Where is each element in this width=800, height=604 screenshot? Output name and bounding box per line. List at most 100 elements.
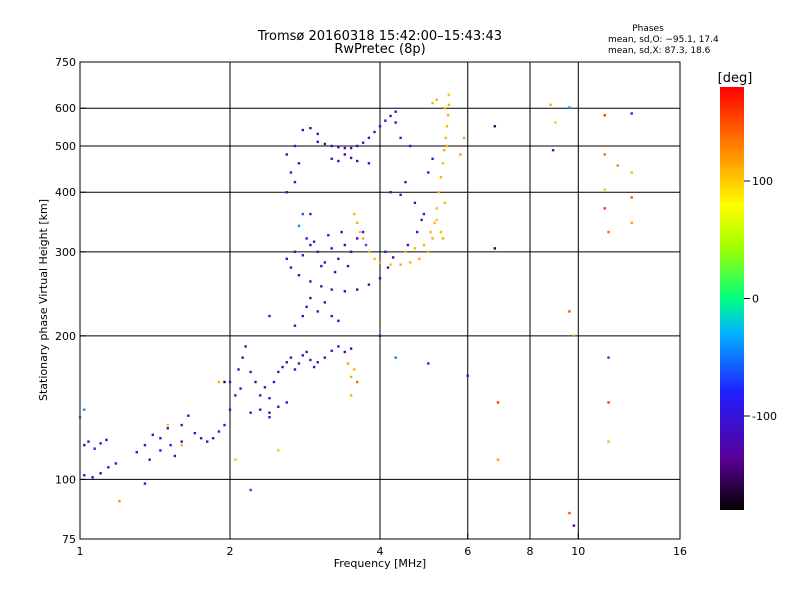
data-point <box>118 500 121 503</box>
data-point <box>349 347 353 350</box>
data-point <box>281 365 284 369</box>
data-point <box>259 394 262 397</box>
data-point <box>323 301 327 304</box>
data-point <box>309 296 312 300</box>
grid-lines <box>80 62 680 539</box>
data-point <box>437 191 441 194</box>
data-point <box>234 394 237 397</box>
data-point <box>349 394 353 397</box>
data-point <box>443 201 447 205</box>
data-point <box>355 288 359 291</box>
data-point <box>143 443 147 447</box>
data-point <box>193 431 197 435</box>
data-point <box>389 263 392 266</box>
data-point <box>259 408 262 411</box>
data-point <box>444 136 447 140</box>
data-point <box>305 350 308 354</box>
data-point <box>309 243 312 247</box>
data-point <box>217 380 221 384</box>
data-point <box>249 411 252 414</box>
data-point <box>399 193 402 197</box>
data-point <box>285 401 288 404</box>
data-point <box>466 374 469 377</box>
data-point <box>378 125 382 128</box>
data-point <box>87 440 90 443</box>
data-point <box>367 250 371 254</box>
data-point <box>603 188 606 191</box>
data-point <box>404 180 407 184</box>
data-point <box>301 354 305 357</box>
data-point <box>327 234 330 237</box>
data-point <box>268 411 271 414</box>
data-point <box>180 440 183 443</box>
data-point <box>91 476 94 479</box>
data-point <box>349 250 353 254</box>
data-point <box>391 256 395 259</box>
data-point <box>447 103 451 107</box>
data-point <box>337 319 340 323</box>
data-point <box>422 243 426 247</box>
data-point <box>394 121 397 124</box>
data-point <box>135 451 138 454</box>
data-point <box>293 250 297 254</box>
data-point <box>159 437 162 440</box>
data-point <box>143 482 147 485</box>
data-point <box>394 356 397 359</box>
data-point <box>169 443 172 447</box>
data-point <box>223 423 226 427</box>
data-point <box>289 266 293 269</box>
chart-title: Tromsø 20160318 15:42:00–15:43:43 <box>257 29 502 44</box>
data-point <box>568 310 571 313</box>
data-point <box>173 454 177 458</box>
data-point <box>323 261 327 264</box>
data-point <box>367 162 371 165</box>
data-point <box>607 230 610 234</box>
data-point <box>263 386 267 389</box>
data-point <box>616 164 619 167</box>
data-point <box>554 121 557 124</box>
data-point <box>630 112 633 115</box>
data-point <box>343 153 347 156</box>
data-point <box>83 443 86 447</box>
colorbar-tick-label: 100 <box>752 175 773 188</box>
data-point <box>355 144 359 148</box>
data-point <box>151 433 155 437</box>
data-point <box>305 305 308 309</box>
stats-o-mode: mean, sd,O: −95.1, 17.4 <box>608 35 719 45</box>
colorbar-ticks: 100 0 -100 <box>744 175 777 423</box>
data-point <box>323 142 327 146</box>
data-point <box>237 368 240 371</box>
data-point <box>361 230 365 234</box>
colorbar-label: [deg] <box>718 71 753 86</box>
y-tick-label: 200 <box>55 330 76 343</box>
data-point <box>239 387 242 390</box>
data-point <box>404 250 407 254</box>
data-point <box>293 180 297 184</box>
data-point <box>166 423 169 427</box>
data-point <box>568 106 571 109</box>
data-point <box>316 250 319 254</box>
data-point <box>358 230 362 234</box>
colorbar <box>720 87 744 510</box>
data-point <box>234 458 237 461</box>
data-point <box>346 362 350 365</box>
data-point <box>249 370 252 374</box>
data-point <box>277 449 280 452</box>
data-point <box>352 212 356 216</box>
data-point <box>630 221 633 225</box>
data-point <box>249 488 252 492</box>
data-point <box>268 396 271 400</box>
data-point <box>277 405 280 408</box>
data-point <box>241 356 244 359</box>
data-point <box>422 212 426 216</box>
data-point <box>272 380 276 384</box>
data-points <box>78 93 633 527</box>
data-point <box>337 345 340 348</box>
data-point <box>373 257 376 261</box>
data-point <box>384 250 387 254</box>
data-point <box>384 119 387 122</box>
data-point <box>309 280 312 283</box>
data-point <box>442 148 446 152</box>
data-point <box>378 277 382 280</box>
